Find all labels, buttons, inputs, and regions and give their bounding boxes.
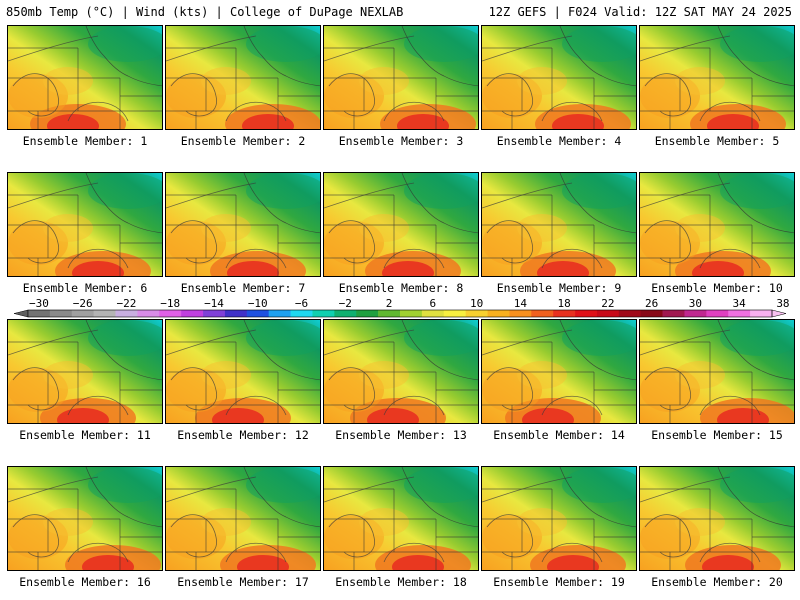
- ensemble-member-map: [323, 172, 479, 277]
- colorbar-tick-label: −26: [73, 298, 93, 310]
- colorbar-tick-label: 10: [470, 298, 483, 310]
- ensemble-member-map: [323, 466, 479, 571]
- colorbar-swatch: [378, 310, 401, 317]
- colorbar-swatch: [553, 310, 576, 317]
- colorbar-max-arrow: [771, 309, 787, 318]
- ensemble-member-label: Ensemble Member: 12: [177, 428, 309, 442]
- colorbar-tick-label: −18: [160, 298, 180, 310]
- ensemble-member-label: Ensemble Member: 8: [338, 281, 464, 295]
- colorbar-swatch: [115, 310, 138, 317]
- colorbar-swatch: [246, 310, 270, 317]
- ensemble-member-map: [323, 319, 479, 424]
- colorbar-swatch: [750, 310, 773, 317]
- colorbar-swatch: [728, 310, 751, 317]
- colorbar-swatch: [49, 310, 73, 317]
- ensemble-member-label: Ensemble Member: 9: [496, 281, 622, 295]
- colorbar-swatch: [596, 310, 620, 317]
- colorbar-tick-label: −14: [204, 298, 224, 310]
- colorbar-swatch: [465, 310, 488, 317]
- ensemble-member-map: [639, 172, 795, 277]
- ensemble-member-map: [639, 319, 795, 424]
- ensemble-member-label: Ensemble Member: 11: [19, 428, 151, 442]
- colorbar-tick-label: 26: [645, 298, 658, 310]
- ensemble-member-map: [481, 172, 637, 277]
- colorbar-swatch: [71, 310, 94, 317]
- colorbar-swatch: [662, 310, 685, 317]
- colorbar-swatch: [159, 310, 182, 317]
- ensemble-member-label: Ensemble Member: 13: [335, 428, 467, 442]
- colorbar-swatch: [618, 310, 642, 317]
- colorbar-swatch: [575, 310, 598, 317]
- colorbar-swatch: [487, 310, 510, 317]
- colorbar-tick-label: 14: [514, 298, 528, 310]
- ensemble-member-label: Ensemble Member: 14: [493, 428, 625, 442]
- colorbar-min-arrow: [13, 309, 29, 318]
- colorbar-tick-label: −6: [295, 298, 308, 310]
- ensemble-member-map: [481, 466, 637, 571]
- ensemble-member-label: Ensemble Member: 16: [19, 575, 151, 589]
- colorbar-swatch: [421, 310, 445, 317]
- ensemble-member-label: Ensemble Member: 20: [651, 575, 783, 589]
- ensemble-member-map: [7, 319, 163, 424]
- colorbar-tick-label: 18: [557, 298, 570, 310]
- colorbar-tick-label: 6: [430, 298, 437, 310]
- ensemble-member-label: Ensemble Member: 5: [654, 134, 780, 148]
- ensemble-member-map: [7, 25, 163, 130]
- colorbar-swatch: [706, 310, 729, 317]
- ensemble-member-map: [481, 319, 637, 424]
- ensemble-member-label: Ensemble Member: 1: [22, 134, 148, 148]
- colorbar-swatch: [334, 310, 357, 317]
- ensemble-member-map: [639, 25, 795, 130]
- colorbar-swatch: [268, 310, 291, 317]
- ensemble-member-map: [165, 466, 321, 571]
- colorbar-swatch: [28, 310, 51, 317]
- colorbar-swatch: [531, 310, 554, 317]
- colorbar-swatch: [684, 310, 707, 317]
- colorbar-swatch: [443, 310, 466, 317]
- colorbar-swatch: [203, 310, 226, 317]
- ensemble-member-label: Ensemble Member: 7: [180, 281, 306, 295]
- temperature-colorbar: −30 −26 −22 −18 −14 −10 −6 −2 2 6 10 14 18 22 26 30 34 38…: [13, 298, 790, 318]
- colorbar-tick-label: 22: [601, 298, 614, 310]
- colorbar-swatch: [356, 310, 379, 317]
- ensemble-member-map: [481, 25, 637, 130]
- model-valid-time: 12Z GEFS | F024 Valid: 12Z SAT MAY 24 20…: [488, 5, 792, 19]
- colorbar-swatch: [509, 310, 532, 317]
- ensemble-member-map: [165, 25, 321, 130]
- ensemble-member-label: Ensemble Member: 18: [335, 575, 467, 589]
- colorbar-tick-label: −10: [248, 298, 268, 310]
- ensemble-member-label: Ensemble Member: 10: [651, 281, 783, 295]
- colorbar-tick-label: −30: [29, 298, 49, 310]
- ensemble-member-label: Ensemble Member: 3: [338, 134, 464, 148]
- ensemble-member-label: Ensemble Member: 2: [180, 134, 306, 148]
- colorbar-tick-label: −2: [339, 298, 352, 310]
- ensemble-member-map: [165, 172, 321, 277]
- colorbar-swatch: [224, 310, 248, 317]
- colorbar-tick-label: 34: [733, 298, 747, 310]
- colorbar-swatch: [137, 310, 160, 317]
- ensemble-member-label: Ensemble Member: 17: [177, 575, 309, 589]
- colorbar-tick-label: 38: [776, 298, 789, 310]
- ensemble-member-map: [323, 25, 479, 130]
- ensemble-member-map: [165, 319, 321, 424]
- ensemble-member-label: Ensemble Member: 4: [496, 134, 622, 148]
- colorbar-tick-label: −22: [117, 298, 137, 310]
- ensemble-member-label: Ensemble Member: 19: [493, 575, 625, 589]
- colorbar-tick-label: 30: [689, 298, 702, 310]
- ensemble-member-map: [7, 466, 163, 571]
- colorbar-swatch: [290, 310, 313, 317]
- map-title: 850mb Temp (°C) | Wind (kts) | College o…: [6, 5, 404, 19]
- colorbar-swatch: [640, 310, 663, 317]
- ensemble-member-label: Ensemble Member: 15: [651, 428, 783, 442]
- colorbar-tick-label: 2: [386, 298, 393, 310]
- ensemble-member-label: Ensemble Member: 6: [22, 281, 148, 295]
- colorbar-swatch: [312, 310, 335, 317]
- ensemble-member-map: [7, 172, 163, 277]
- colorbar-swatch: [181, 310, 204, 317]
- colorbar-swatch: [400, 310, 423, 317]
- colorbar-swatch: [93, 310, 116, 317]
- ensemble-member-map: [639, 466, 795, 571]
